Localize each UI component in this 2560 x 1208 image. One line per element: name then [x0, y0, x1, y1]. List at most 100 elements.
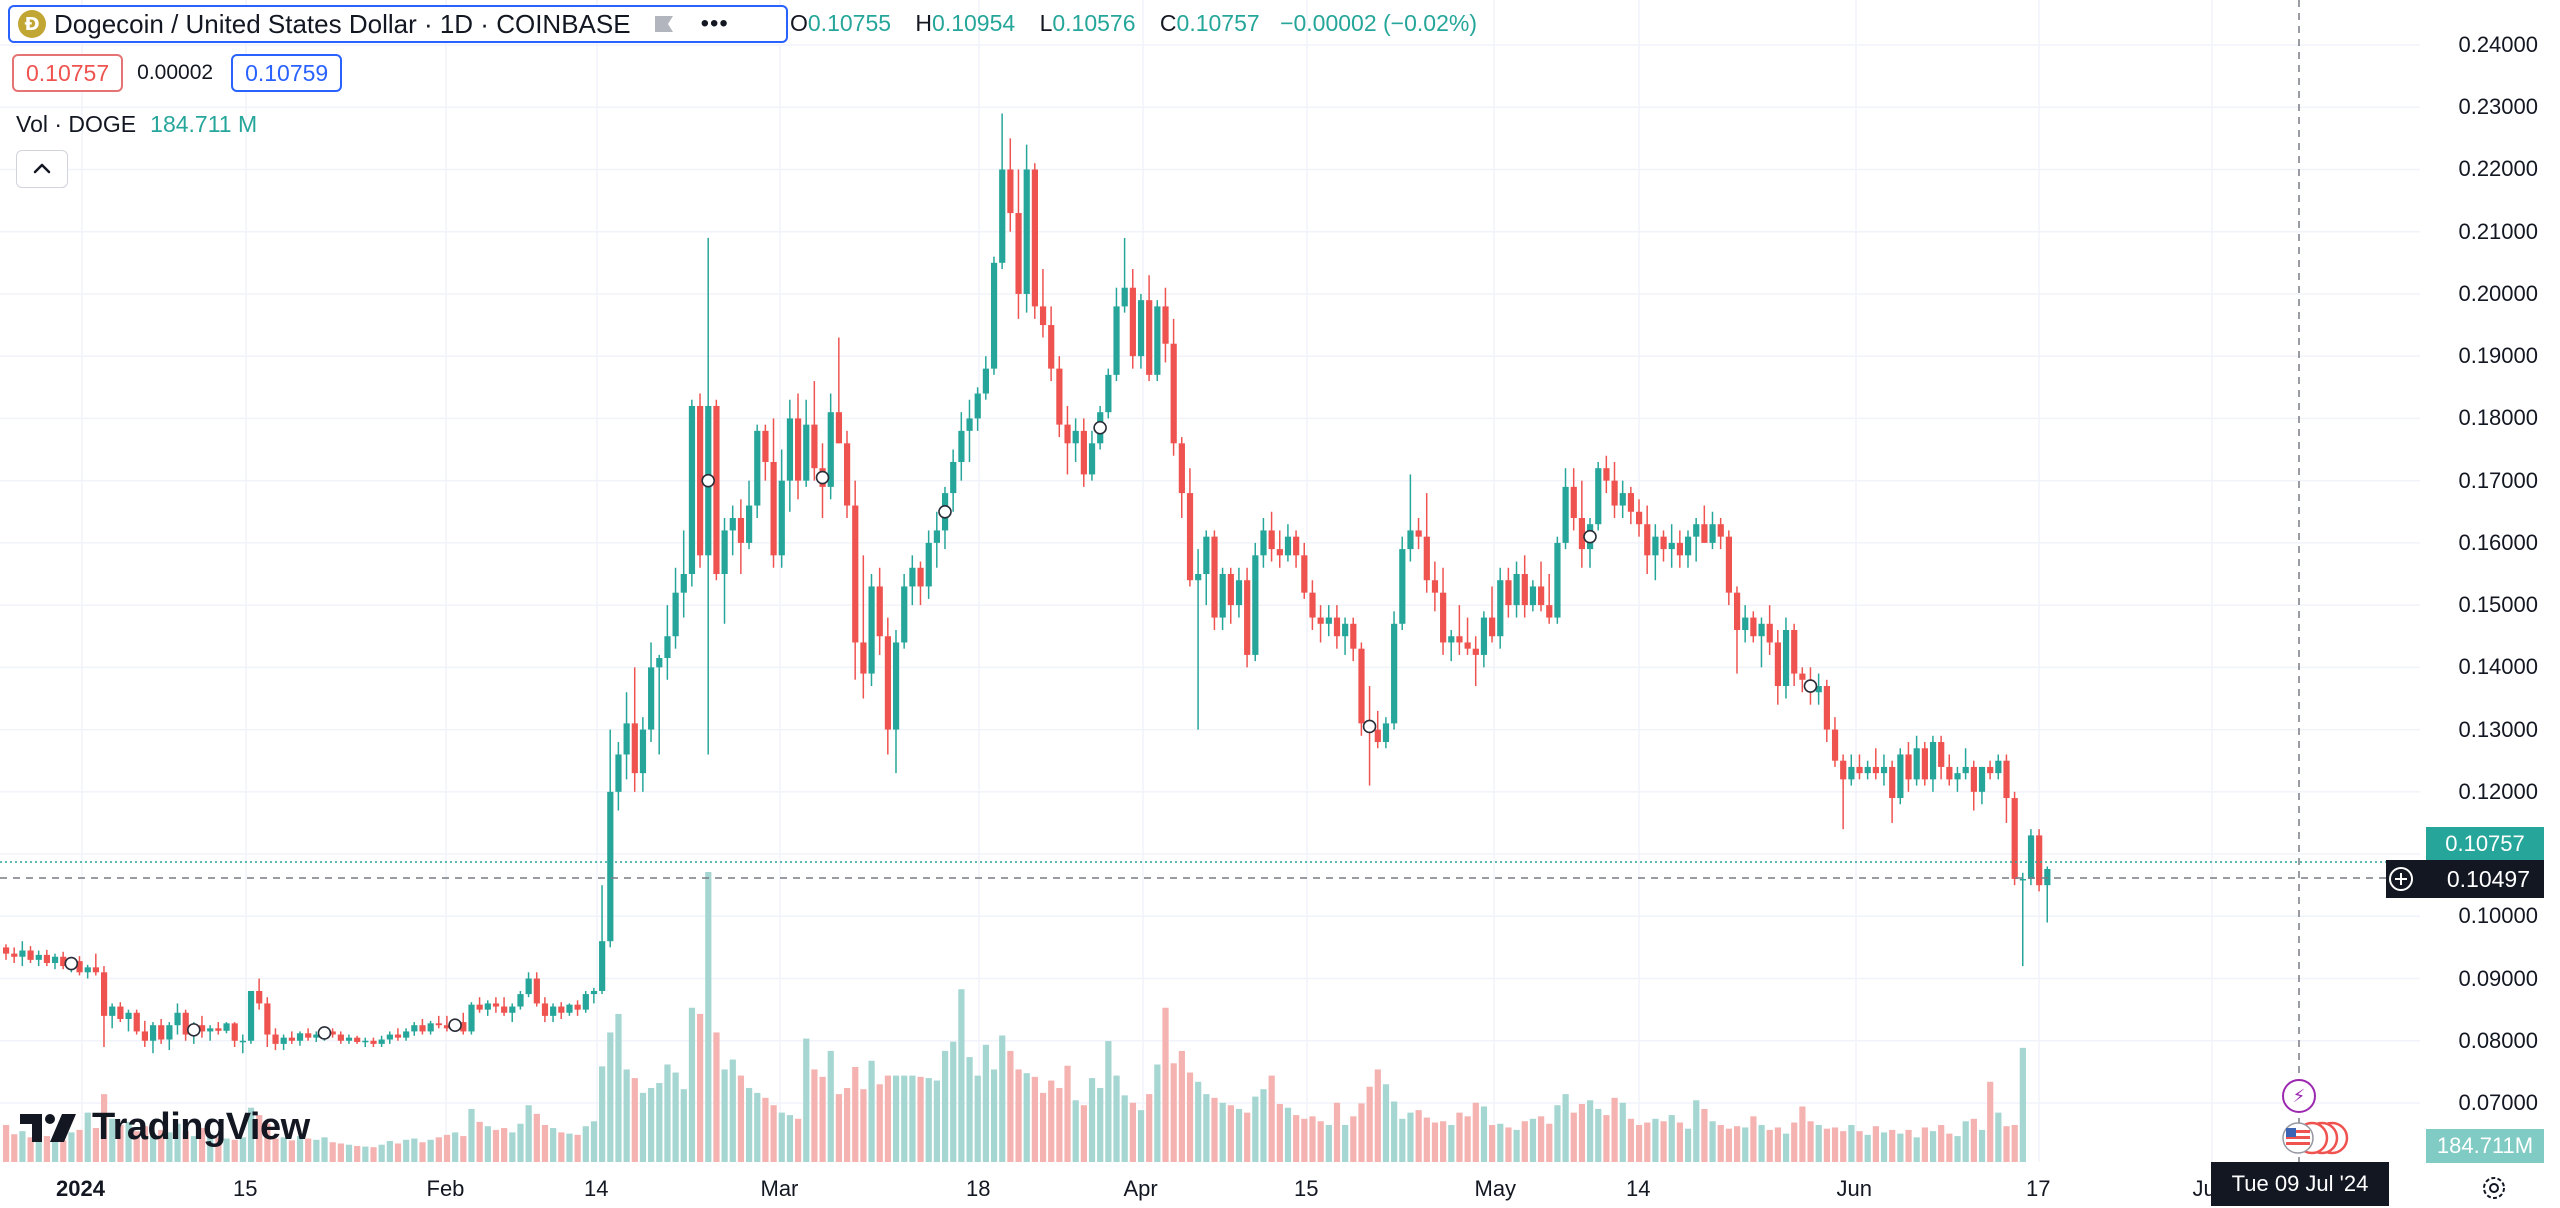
add-alert-plus-icon[interactable] — [2386, 864, 2416, 894]
volume-bar — [754, 1092, 761, 1162]
candle — [1774, 630, 1782, 705]
candle — [746, 480, 753, 550]
event-marker[interactable] — [1583, 529, 1597, 544]
candle-body — [509, 1006, 516, 1013]
price-tick-label: 0.09000 — [2458, 965, 2538, 991]
candle-body — [1946, 766, 1953, 780]
close-value: 0.10757 — [1176, 10, 1260, 36]
volume-bar — [19, 1131, 26, 1162]
volume-bar — [1146, 1094, 1153, 1162]
close-label: C — [1159, 10, 1177, 36]
volume-bar — [1464, 1116, 1471, 1162]
buy-price-button[interactable]: 0.10759 — [231, 54, 343, 92]
flag-icon[interactable] — [653, 14, 675, 34]
candle-body — [484, 1003, 491, 1010]
candle-body — [1195, 574, 1202, 581]
candle-body — [35, 954, 42, 960]
event-marker[interactable] — [64, 956, 79, 971]
candle-body — [1897, 754, 1904, 799]
volume-bar — [345, 1144, 353, 1162]
more-options-icon[interactable]: ••• — [700, 10, 729, 37]
settings-gear-icon[interactable] — [2479, 1173, 2509, 1203]
candle-body — [109, 1006, 116, 1016]
volume-bar — [174, 1123, 181, 1162]
volume-bar — [460, 1136, 467, 1162]
candle-body — [43, 954, 51, 963]
volume-bar — [1456, 1112, 1463, 1162]
candle-body — [76, 961, 83, 973]
event-marker[interactable] — [186, 1023, 201, 1037]
candle-body — [1301, 555, 1308, 593]
event-marker[interactable] — [1093, 420, 1107, 435]
volume-bar — [892, 1075, 900, 1162]
event-marker[interactable] — [815, 470, 830, 485]
candle — [1709, 511, 1716, 550]
candle-body — [386, 1034, 393, 1040]
price-tick-label: 0.24000 — [2458, 32, 2538, 57]
volume-bar — [1219, 1102, 1226, 1162]
sell-price-button[interactable]: 0.10757 — [12, 54, 124, 92]
candle — [174, 1003, 181, 1035]
candle-body — [2003, 760, 2010, 799]
volume-bar — [1178, 1050, 1185, 1162]
candle-body — [427, 1023, 434, 1032]
candle — [1562, 468, 1569, 550]
symbol-title[interactable]: Dogecoin / United States Dollar · 1D · C… — [54, 8, 631, 39]
candle — [656, 654, 663, 755]
candle — [1129, 269, 1136, 369]
event-marker[interactable] — [317, 1026, 332, 1040]
candle-body — [1497, 580, 1504, 637]
candle — [288, 1031, 295, 1044]
candle-body — [1970, 766, 1977, 792]
candle-body — [1015, 213, 1022, 294]
candle — [476, 997, 483, 1013]
event-marker[interactable] — [701, 473, 715, 488]
candle — [1456, 605, 1463, 655]
volume-bar — [1489, 1124, 1496, 1162]
candle — [1146, 275, 1153, 382]
candle — [664, 605, 671, 680]
volume-bar — [51, 1138, 59, 1162]
volume-bar — [843, 1087, 851, 1162]
lightning-event-icon[interactable]: ⚡ — [2282, 1079, 2316, 1113]
volume-bar — [452, 1132, 459, 1162]
candle — [1684, 530, 1692, 568]
event-marker[interactable] — [938, 504, 952, 519]
candle-body — [158, 1025, 165, 1040]
candle — [51, 953, 59, 970]
candle — [1929, 735, 1937, 792]
event-marker[interactable] — [448, 1018, 462, 1033]
volume-bar — [599, 1066, 606, 1162]
volume-bar — [1562, 1094, 1569, 1162]
candle — [1758, 617, 1765, 668]
open-label: O — [790, 10, 808, 36]
event-marker[interactable] — [1803, 679, 1818, 693]
symbol-header[interactable]: Ð Dogecoin / United States Dollar · 1D ·… — [8, 5, 788, 43]
volume-bar — [1366, 1086, 1373, 1162]
event-marker[interactable] — [1362, 719, 1377, 734]
candle-body — [1652, 536, 1659, 556]
tradingview-logo[interactable]: TradingView — [20, 1106, 310, 1149]
candle — [1946, 754, 1953, 786]
collapse-legend-button[interactable] — [16, 150, 68, 188]
candle-body — [313, 1034, 320, 1038]
economic-events-flags-icon[interactable] — [2280, 1120, 2350, 1156]
candle-body — [1799, 673, 1806, 680]
candle-body — [721, 530, 728, 574]
candle-body — [133, 1012, 140, 1032]
volume-bar — [1472, 1102, 1479, 1162]
candle-body — [329, 1031, 336, 1035]
candle-body — [631, 723, 638, 774]
volume-bar — [223, 1138, 230, 1162]
volume-bar — [1121, 1095, 1128, 1162]
candle — [680, 530, 687, 618]
candle-body — [599, 941, 606, 991]
volume-bar — [76, 1129, 83, 1162]
candle — [1766, 605, 1773, 655]
event-markers[interactable] — [64, 420, 1818, 1040]
candle — [1154, 300, 1161, 382]
candle — [509, 1003, 516, 1023]
candle-body — [1456, 636, 1463, 643]
candle — [1840, 754, 1847, 830]
